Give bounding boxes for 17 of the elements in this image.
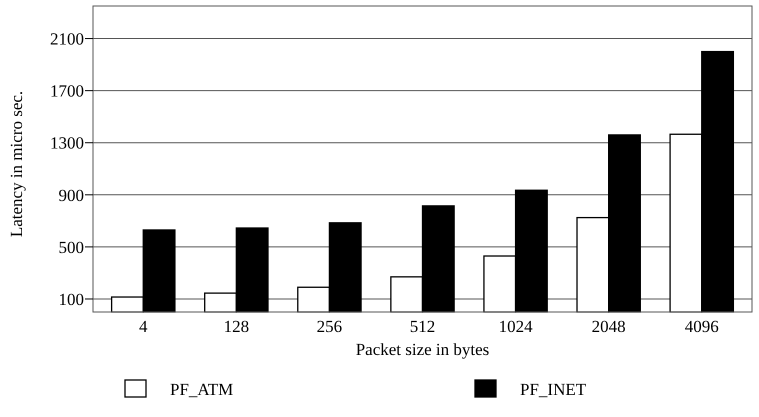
y-axis-title: Latency in micro sec. <box>7 90 26 238</box>
y-tick-label: 2100 <box>50 30 84 49</box>
x-tick-label: 4 <box>139 317 148 336</box>
x-tick-label: 1024 <box>498 317 534 336</box>
x-tick-label: 2048 <box>592 317 626 336</box>
x-tick-label: 512 <box>410 317 436 336</box>
x-tick-label: 4096 <box>684 317 719 336</box>
x-axis-title: Packet size in bytes <box>356 340 490 359</box>
legend-label: PF_ATM <box>170 380 234 399</box>
x-tick-label: 256 <box>316 317 342 336</box>
y-tick-label: 500 <box>58 238 84 257</box>
y-tick-label: 100 <box>58 290 84 309</box>
y-tick-label: 1300 <box>50 134 84 153</box>
y-tick-label: 900 <box>58 186 84 205</box>
legend-label: PF_INET <box>520 380 587 399</box>
x-tick-label: 128 <box>224 317 250 336</box>
y-tick-label: 1700 <box>50 82 84 101</box>
